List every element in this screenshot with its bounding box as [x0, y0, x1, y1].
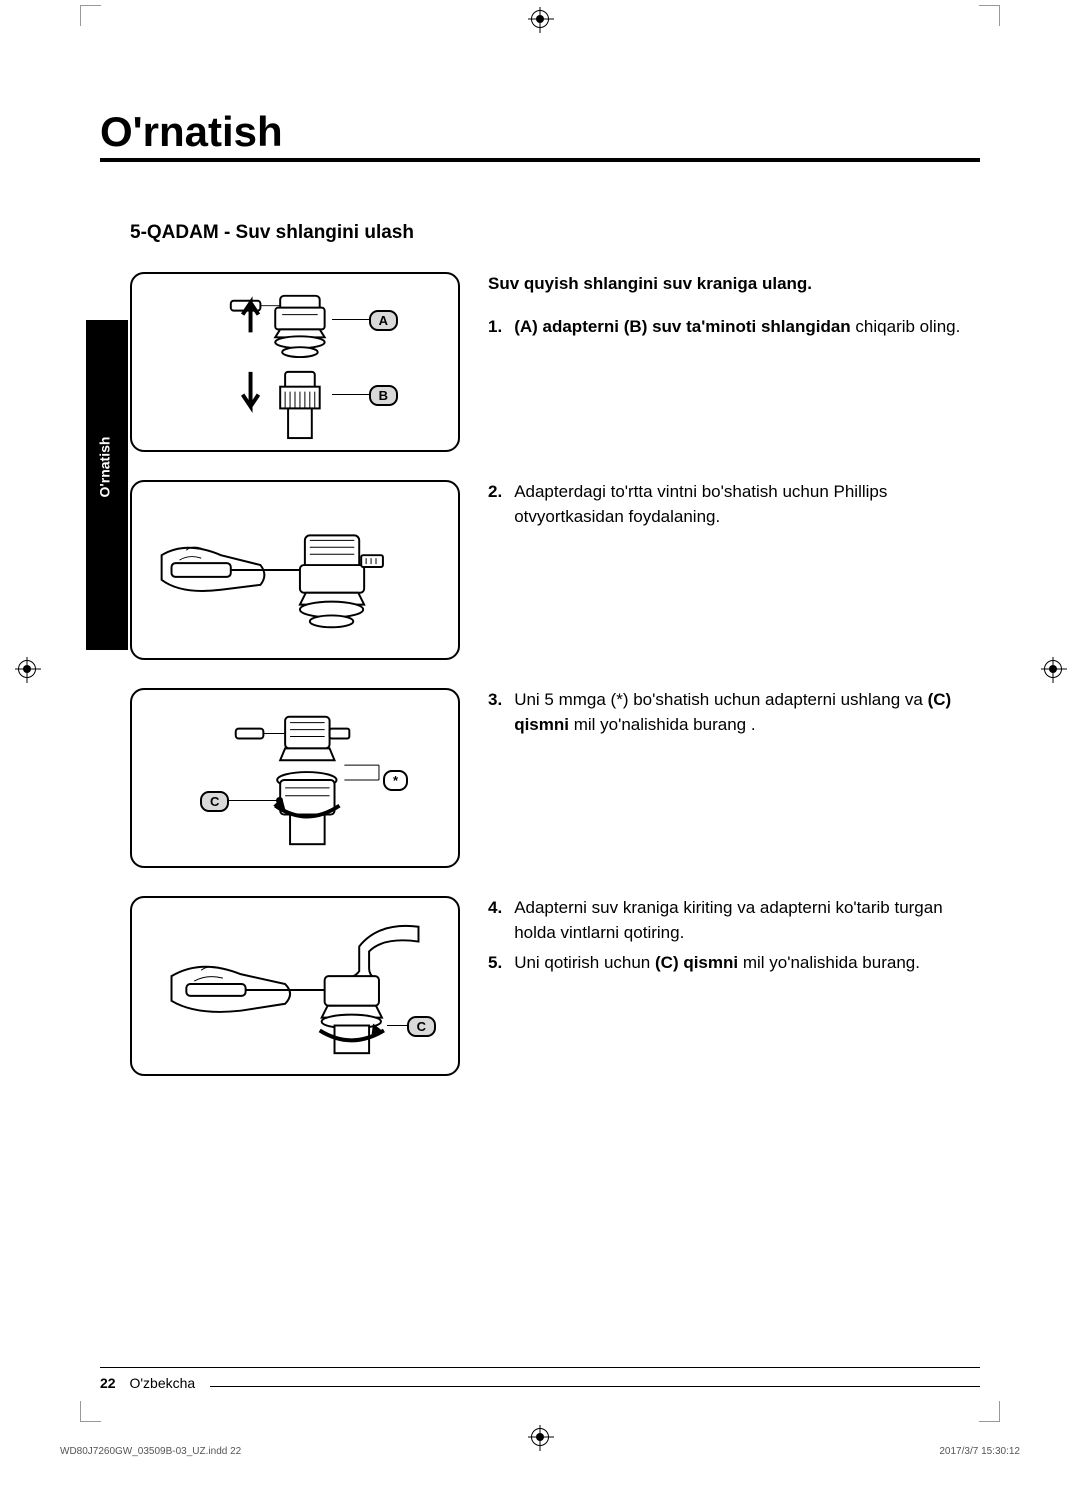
print-metadata: WD80J7260GW_03509B-03_UZ.indd 22 2017/3/…: [60, 1446, 1020, 1457]
print-timestamp: 2017/3/7 15:30:12: [939, 1446, 1020, 1457]
connect-heading: Suv quyish shlangini suv kraniga ulang.: [488, 272, 980, 297]
figure-4: C: [130, 896, 460, 1076]
step-text: Adapterdagi to'rtta vintni bo'shatish uc…: [514, 480, 980, 529]
step-4-5-text: 4. Adapterni suv kraniga kiriting va ada…: [488, 896, 980, 1076]
figure-3: * C: [130, 688, 460, 868]
step-3: * C 3. Uni 5 mmga (*) bo'shatish uchun a…: [130, 688, 980, 868]
page-content: O'rnatish 5-QADAM - Suv shlangini ulash …: [100, 30, 980, 1401]
registration-mark-icon: [18, 660, 36, 678]
step-text: Uni 5 mmga (*) bo'shatish uchun adaptern…: [514, 688, 980, 737]
side-tab-label: O'rnatish: [96, 436, 112, 497]
step-2: 2. Adapterdagi to'rtta vintni bo'shatish…: [130, 480, 980, 660]
registration-mark-icon: [1044, 660, 1062, 678]
figure-2: [130, 480, 460, 660]
callout-star: *: [383, 770, 408, 791]
side-tab: O'rnatish: [86, 320, 128, 650]
step-number: 2.: [488, 480, 502, 529]
registration-mark-icon: [531, 1428, 549, 1446]
step-2-text: 2. Adapterdagi to'rtta vintni bo'shatish…: [488, 480, 980, 660]
step-1-text: Suv quyish shlangini suv kraniga ulang. …: [488, 272, 980, 452]
step-number: 5.: [488, 951, 502, 976]
callout-c: C: [407, 1016, 436, 1037]
callout-a: A: [369, 310, 398, 331]
figure-1: A B: [130, 272, 460, 452]
callout-b: B: [369, 385, 398, 406]
page-number: 22: [100, 1375, 116, 1391]
title-divider: [100, 158, 980, 162]
step-number: 4.: [488, 896, 502, 945]
step-1: A B Suv quyish shlangini suv kraniga ula…: [130, 272, 980, 452]
diagram-screwdriver-icon: [132, 480, 458, 660]
footer-language: O'zbekcha: [129, 1375, 195, 1391]
section-heading: 5-QADAM - Suv shlangini ulash: [130, 222, 980, 244]
step-3-text: 3. Uni 5 mmga (*) bo'shatish uchun adapt…: [488, 688, 980, 868]
step-text: Uni qotirish uchun (C) qismni mil yo'nal…: [514, 951, 920, 976]
callout-c: C: [200, 791, 229, 812]
diagram-loosen-c-icon: [132, 688, 458, 868]
page-footer: 22 O'zbekcha: [100, 1367, 980, 1391]
step-text: Adapterni suv kraniga kiriting va adapte…: [514, 896, 980, 945]
diagram-adapter-separation-icon: [132, 272, 458, 452]
registration-mark-icon: [531, 10, 549, 28]
step-4-5: C 4. Adapterni suv kraniga kiriting va a…: [130, 896, 980, 1076]
page-title: O'rnatish: [100, 108, 980, 156]
print-filename: WD80J7260GW_03509B-03_UZ.indd 22: [60, 1446, 241, 1457]
diagram-tap-attach-icon: [132, 896, 458, 1076]
step-text: (A) adapterni (B) suv ta'minoti shlangid…: [514, 315, 960, 340]
step-number: 3.: [488, 688, 502, 737]
step-number: 1.: [488, 315, 502, 340]
